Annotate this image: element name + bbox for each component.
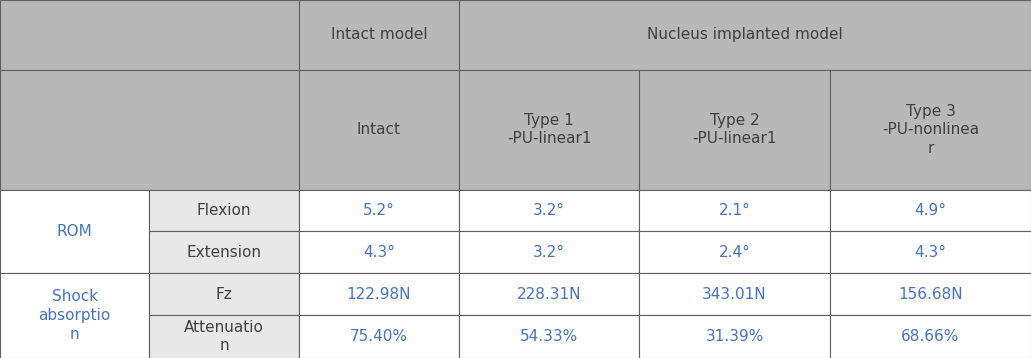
Bar — [299, 70, 459, 189]
Text: 3.2°: 3.2° — [533, 203, 565, 218]
Bar — [639, 189, 830, 231]
Text: 228.31N: 228.31N — [517, 287, 581, 302]
Text: 2.1°: 2.1° — [719, 203, 751, 218]
Text: Type 3
-PU-nonlinea
r: Type 3 -PU-nonlinea r — [882, 103, 979, 156]
Text: 68.66%: 68.66% — [901, 329, 960, 344]
Text: Attenuatio
n: Attenuatio n — [185, 320, 264, 353]
Bar — [830, 70, 1031, 189]
Text: Fz: Fz — [215, 287, 233, 302]
Bar — [459, 315, 639, 358]
Bar — [459, 231, 639, 273]
Bar — [0, 70, 299, 189]
Text: Flexion: Flexion — [197, 203, 252, 218]
Bar — [299, 0, 459, 70]
Text: 75.40%: 75.40% — [350, 329, 408, 344]
Text: Intact model: Intact model — [331, 27, 427, 42]
Text: 4.3°: 4.3° — [363, 245, 395, 260]
Bar — [299, 315, 459, 358]
Bar — [639, 315, 830, 358]
Bar — [149, 189, 299, 231]
Text: Intact: Intact — [357, 122, 401, 137]
Bar — [830, 189, 1031, 231]
Bar — [149, 273, 299, 315]
Text: 5.2°: 5.2° — [363, 203, 395, 218]
Bar — [299, 189, 459, 231]
Text: 54.33%: 54.33% — [520, 329, 578, 344]
Bar — [0, 189, 149, 273]
Bar — [639, 231, 830, 273]
Bar — [459, 273, 639, 315]
Text: Type 1
-PU-linear1: Type 1 -PU-linear1 — [507, 113, 591, 146]
Bar — [459, 70, 639, 189]
Text: Type 2
-PU-linear1: Type 2 -PU-linear1 — [693, 113, 776, 146]
Text: 3.2°: 3.2° — [533, 245, 565, 260]
Text: 4.9°: 4.9° — [914, 203, 946, 218]
Bar — [459, 0, 1031, 70]
Bar — [299, 273, 459, 315]
Bar — [299, 231, 459, 273]
Text: Shock
absorptio
n: Shock absorptio n — [38, 289, 111, 342]
Text: 122.98N: 122.98N — [346, 287, 411, 302]
Bar — [639, 273, 830, 315]
Text: 4.3°: 4.3° — [914, 245, 946, 260]
Text: ROM: ROM — [57, 224, 93, 239]
Text: 343.01N: 343.01N — [702, 287, 767, 302]
Bar — [149, 231, 299, 273]
Text: Extension: Extension — [187, 245, 262, 260]
Text: 156.68N: 156.68N — [898, 287, 963, 302]
Bar — [149, 315, 299, 358]
Bar — [0, 273, 149, 358]
Bar — [459, 189, 639, 231]
Text: Nucleus implanted model: Nucleus implanted model — [647, 27, 842, 42]
Bar — [830, 231, 1031, 273]
Text: 2.4°: 2.4° — [719, 245, 751, 260]
Bar — [0, 0, 299, 70]
Bar — [639, 70, 830, 189]
Bar — [830, 273, 1031, 315]
Text: 31.39%: 31.39% — [705, 329, 764, 344]
Bar — [830, 315, 1031, 358]
